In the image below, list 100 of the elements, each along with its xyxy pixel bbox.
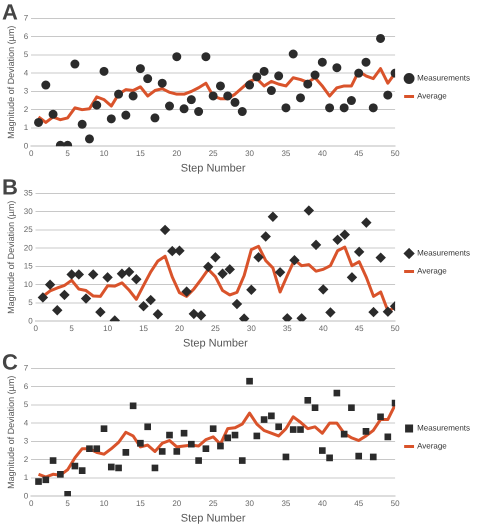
y-axis-title: Magnitude of Deviation (µm) [6, 376, 16, 489]
y-tick-label: 0 [28, 316, 34, 326]
point [180, 104, 189, 114]
point [246, 378, 253, 385]
x-axis-title: Step Number [180, 162, 246, 174]
x-tick-label: 25 [210, 324, 220, 334]
point [354, 246, 364, 257]
point [370, 454, 377, 460]
point [144, 423, 152, 430]
point [137, 440, 144, 447]
y-tick-label: 15 [24, 262, 34, 271]
x-tick-label: 50 [390, 499, 400, 508]
y-tick-label: 2 [24, 104, 29, 114]
y-tick-label: 4 [24, 418, 29, 428]
point [35, 478, 42, 485]
point [332, 63, 342, 72]
y-axis-title: Magnitude of Deviation (µm) [6, 26, 16, 139]
point [318, 284, 328, 294]
x-tick-label: 20 [175, 324, 184, 334]
y-tick-label: 7 [24, 14, 29, 23]
point [48, 110, 58, 119]
legend-label: Average [417, 92, 448, 101]
point [296, 93, 305, 102]
x-tick-label: 20 [172, 499, 182, 508]
point [74, 269, 84, 280]
point [303, 80, 312, 89]
point [143, 74, 152, 84]
y-tick-label: 4 [24, 68, 29, 78]
x-tick-label: 10 [103, 324, 113, 334]
point [252, 72, 262, 82]
point [223, 91, 232, 100]
point [124, 266, 134, 277]
point [130, 402, 136, 410]
y-tick-label: 0 [24, 141, 29, 150]
point [122, 449, 130, 456]
point [41, 80, 50, 90]
point [348, 404, 355, 411]
point [152, 309, 163, 320]
point [150, 113, 160, 122]
point [66, 269, 77, 280]
point [146, 295, 156, 306]
point [50, 457, 56, 464]
x-tick-label: 25 [208, 499, 218, 508]
point [208, 91, 218, 100]
point [275, 267, 286, 278]
point [57, 470, 64, 478]
point [78, 120, 87, 129]
point [138, 301, 149, 312]
point [334, 390, 340, 396]
x-tick-label: 5 [65, 149, 70, 158]
point [173, 448, 180, 455]
point [70, 60, 80, 69]
point [254, 432, 260, 440]
x-tick-label: 40 [318, 324, 328, 334]
point [108, 464, 115, 470]
point [288, 50, 298, 58]
point [254, 252, 264, 262]
point [186, 95, 196, 104]
y-tick-label: 1 [24, 473, 29, 482]
point [196, 310, 206, 320]
x-tick-label: 50 [390, 324, 400, 334]
x-tick-label: 15 [136, 149, 146, 158]
point [245, 80, 254, 90]
point [377, 413, 384, 420]
point [92, 100, 102, 110]
point [326, 454, 333, 462]
point [289, 255, 300, 266]
point [95, 307, 106, 318]
legend-label: Average [417, 266, 448, 276]
y-tick-label: 5 [24, 400, 29, 410]
point [325, 103, 334, 112]
point [281, 103, 290, 112]
y-tick-label: 0 [24, 491, 29, 500]
point [52, 305, 62, 316]
x-tick-label: 35 [281, 149, 291, 158]
x-tick-label: 45 [354, 499, 364, 508]
point [38, 292, 48, 302]
y-tick-label: 3 [24, 436, 29, 446]
x-tick-label: 30 [245, 499, 255, 508]
point [188, 308, 199, 319]
point [93, 445, 100, 452]
point [194, 107, 204, 116]
legend-label: Measurements [417, 424, 470, 433]
point [232, 432, 238, 438]
point [384, 434, 392, 440]
point [346, 96, 356, 106]
chart-title: A [2, 0, 18, 24]
point [152, 464, 158, 472]
point [216, 81, 225, 90]
point [318, 447, 326, 454]
point [260, 231, 271, 242]
point [260, 416, 268, 423]
point [217, 442, 224, 450]
y-tick-label: 10 [24, 280, 34, 289]
point [224, 434, 232, 442]
point [114, 90, 124, 99]
point [202, 445, 210, 452]
point [100, 425, 108, 432]
x-tick-label: 40 [318, 149, 328, 158]
point [230, 98, 240, 107]
